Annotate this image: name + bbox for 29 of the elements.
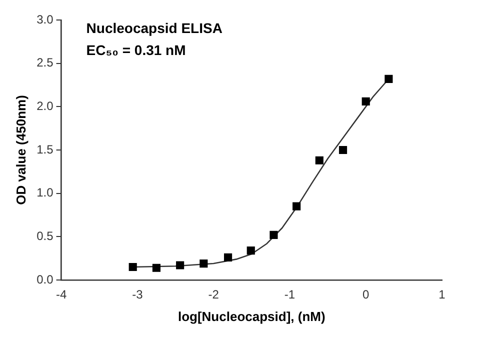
point	[362, 97, 370, 106]
annotation: Nucleocapsid ELISA	[86, 20, 222, 36]
y-tick-label: 3.0	[36, 12, 54, 26]
x-tick-label: -3	[132, 288, 144, 302]
x-tick-label: 1	[438, 288, 446, 302]
point	[200, 260, 208, 268]
x-tick-label: 0	[362, 288, 370, 302]
x-tick-label: -1	[284, 288, 296, 302]
y-tick-label: 1.5	[36, 142, 54, 156]
y-tick-label: 0.5	[36, 228, 54, 243]
y-axis-title: OD value (450nm)	[13, 95, 28, 205]
point	[292, 202, 301, 210]
point	[270, 230, 278, 239]
x-tick-label: -4	[56, 288, 67, 302]
point	[384, 74, 393, 83]
point	[224, 253, 232, 262]
y-tick-label: 0.0	[36, 272, 54, 286]
annotation: EC₅₀ = 0.31 nM	[86, 42, 186, 58]
x-tick-label: -2	[208, 288, 220, 302]
y-tick-label: 2.0	[36, 98, 54, 113]
x-axis-title: log[Nucleocapsid], (nM)	[178, 308, 326, 324]
point	[338, 146, 348, 154]
y-tick-label: 1.0	[36, 186, 54, 200]
y-tick-label: 2.5	[36, 56, 54, 70]
point	[315, 156, 324, 164]
point	[152, 264, 160, 272]
point	[128, 262, 137, 272]
point	[246, 246, 255, 255]
point	[176, 261, 184, 270]
